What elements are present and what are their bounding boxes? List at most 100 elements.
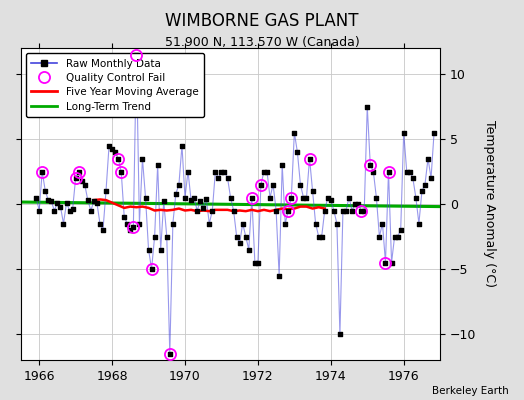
Point — [187, 197, 195, 203]
Point — [44, 197, 52, 203]
Point — [178, 142, 186, 149]
Point — [290, 129, 299, 136]
Point — [351, 201, 359, 207]
Point — [144, 246, 152, 253]
Point — [238, 220, 247, 227]
Point — [414, 220, 423, 227]
Point — [159, 198, 168, 205]
Point — [199, 205, 208, 211]
Point — [78, 178, 86, 184]
Text: WIMBORNE GAS PLANT: WIMBORNE GAS PLANT — [165, 12, 359, 30]
Point — [184, 168, 192, 175]
Point — [248, 194, 256, 201]
Point — [69, 206, 77, 212]
Point — [169, 220, 177, 227]
Point — [406, 168, 414, 175]
Point — [390, 233, 399, 240]
Point — [90, 198, 98, 205]
Point — [96, 220, 104, 227]
Point — [114, 155, 123, 162]
Point — [296, 181, 304, 188]
Point — [99, 227, 107, 233]
Point — [150, 233, 159, 240]
Point — [233, 233, 241, 240]
Point — [157, 246, 165, 253]
Point — [105, 142, 113, 149]
Point — [324, 194, 332, 201]
Point — [360, 207, 368, 214]
Point — [305, 155, 314, 162]
Point — [354, 201, 362, 207]
Point — [242, 233, 250, 240]
Point — [333, 220, 341, 227]
Point — [38, 168, 47, 175]
Point — [302, 194, 311, 201]
Point — [348, 207, 356, 214]
Point — [208, 207, 216, 214]
Point — [427, 175, 435, 181]
Point — [162, 233, 171, 240]
Point — [172, 190, 180, 197]
Point — [193, 207, 201, 214]
Point — [62, 200, 71, 206]
Point — [339, 207, 347, 214]
Point — [326, 197, 335, 203]
Point — [135, 220, 144, 227]
Point — [275, 272, 283, 279]
Point — [123, 220, 132, 227]
Point — [260, 168, 268, 175]
Point — [266, 194, 274, 201]
Point — [223, 175, 232, 181]
Point — [205, 220, 213, 227]
Point — [108, 146, 116, 153]
Point — [81, 181, 89, 188]
Text: 51.900 N, 113.570 W (Canada): 51.900 N, 113.570 W (Canada) — [165, 36, 359, 49]
Y-axis label: Temperature Anomaly (°C): Temperature Anomaly (°C) — [483, 120, 496, 288]
Point — [120, 214, 128, 220]
Point — [369, 168, 377, 175]
Point — [278, 162, 287, 168]
Point — [220, 168, 228, 175]
Point — [111, 149, 119, 155]
Point — [245, 246, 253, 253]
Point — [384, 168, 392, 175]
Point — [181, 194, 189, 201]
Point — [74, 168, 83, 175]
Point — [257, 181, 265, 188]
Point — [129, 224, 137, 230]
Point — [357, 207, 365, 214]
Point — [230, 207, 238, 214]
Point — [196, 198, 204, 205]
Point — [141, 194, 150, 201]
Point — [409, 175, 417, 181]
Point — [154, 162, 162, 168]
Point — [211, 168, 220, 175]
Point — [372, 194, 380, 201]
Point — [378, 220, 387, 227]
Point — [430, 129, 438, 136]
Point — [226, 194, 235, 201]
Point — [284, 207, 292, 214]
Point — [126, 227, 135, 233]
Point — [59, 220, 68, 227]
Point — [56, 203, 64, 210]
Point — [272, 207, 280, 214]
Point — [287, 194, 296, 201]
Point — [214, 175, 223, 181]
Point — [299, 194, 308, 201]
Point — [281, 220, 289, 227]
Point — [363, 103, 372, 110]
Point — [53, 200, 62, 206]
Point — [50, 207, 59, 214]
Point — [402, 168, 411, 175]
Point — [394, 233, 402, 240]
Point — [117, 168, 125, 175]
Point — [421, 181, 429, 188]
Point — [336, 331, 344, 337]
Point — [93, 200, 101, 206]
Point — [309, 188, 317, 194]
Point — [47, 198, 56, 205]
Point — [321, 207, 329, 214]
Point — [217, 168, 226, 175]
Point — [314, 233, 323, 240]
